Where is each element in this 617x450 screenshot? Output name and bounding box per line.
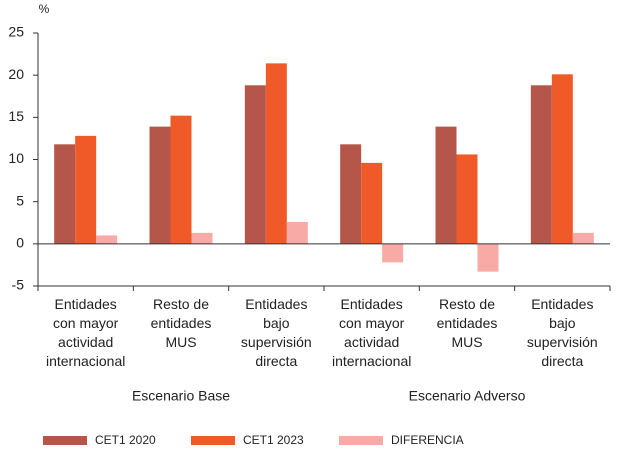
bar: [456, 154, 478, 244]
y-tick-label: 5: [16, 192, 24, 208]
legend-label: CET1 2023: [243, 433, 304, 447]
bar: [96, 235, 118, 244]
y-tick-label: 0: [16, 235, 24, 251]
legend-label: DIFERENCIA: [391, 433, 464, 447]
bar: [54, 144, 76, 244]
y-tick-label: 20: [8, 66, 24, 82]
bar: [149, 126, 171, 244]
x-tick-label: Entidades con mayor actividad internacional: [46, 296, 125, 369]
bar: [382, 243, 404, 263]
legend-swatch: [43, 436, 87, 445]
legend-swatch: [339, 436, 383, 445]
y-tick-label: -5: [12, 277, 25, 293]
group-label: Escenario Base: [132, 388, 230, 404]
bar: [477, 243, 499, 272]
bar: [572, 232, 594, 244]
bar: [361, 162, 383, 244]
bar: [435, 126, 457, 244]
y-tick-label: 25: [8, 24, 24, 40]
y-axis-label: %: [39, 2, 50, 16]
y-tick-label: 10: [8, 150, 24, 166]
bar: [265, 63, 287, 244]
bar: [75, 135, 97, 244]
legend-label: CET1 2020: [95, 433, 156, 447]
x-tick-label: Resto de entidades MUS: [437, 296, 498, 350]
legend-swatch: [191, 436, 235, 445]
x-tick-label: Entidades con mayor actividad internacional: [332, 296, 411, 369]
group-label: Escenario Adverso: [409, 388, 526, 404]
bar: [551, 74, 573, 244]
x-tick-label: Resto de entidades MUS: [151, 296, 212, 350]
bar: [530, 85, 552, 244]
bar: [191, 232, 213, 244]
bar: [286, 221, 308, 244]
y-tick-label: 15: [8, 108, 24, 124]
x-tick-label: Entidades bajo supervisión directa: [241, 296, 312, 369]
x-tick-label: Entidades bajo supervisión directa: [527, 296, 598, 369]
bar: [340, 144, 362, 244]
bar: [170, 115, 192, 244]
bar: [244, 85, 266, 244]
